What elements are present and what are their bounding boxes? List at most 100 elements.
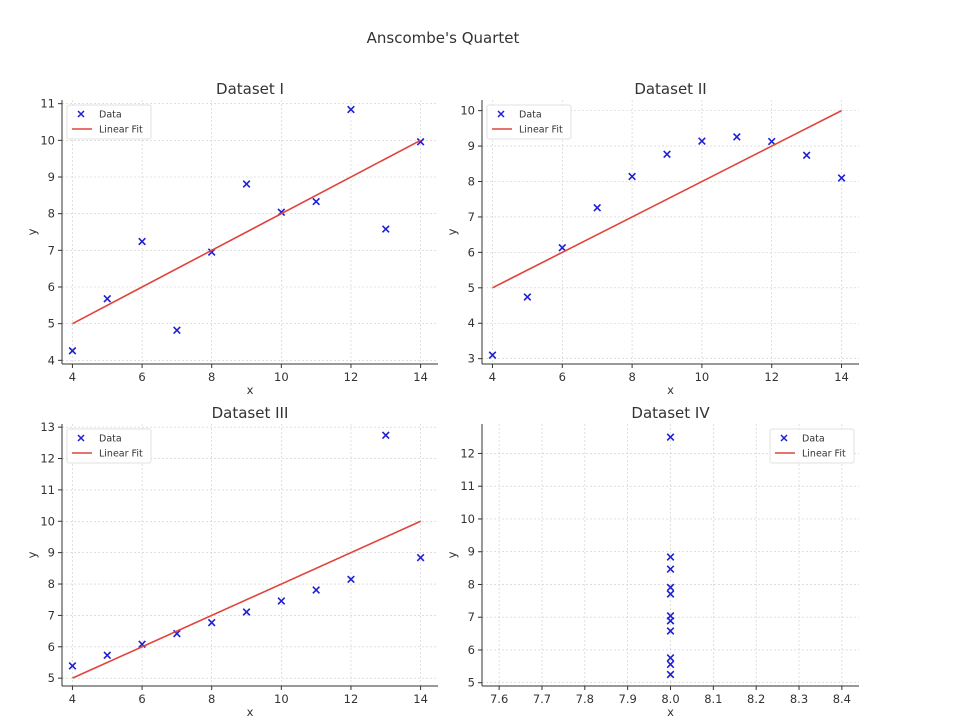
x-tick-label: 12	[344, 692, 359, 706]
x-tick-label: 8.3	[790, 692, 808, 706]
chart-title: Dataset IV	[631, 404, 710, 422]
legend: Data Linear Fit	[769, 428, 855, 464]
chart-title: Dataset III	[212, 404, 289, 422]
x-axis-label: x	[667, 705, 674, 719]
x-tick-label: 7.6	[490, 692, 508, 706]
chart-title: Dataset I	[216, 80, 284, 98]
x-tick-label: 12	[344, 370, 359, 384]
y-tick-label: 10	[40, 514, 55, 528]
y-tick-label: 8	[468, 175, 475, 189]
legend-label: Data	[99, 434, 122, 445]
legend-marker-data	[497, 110, 505, 118]
linear-fit-line	[72, 520, 421, 679]
y-tick-label: 9	[468, 545, 475, 559]
data-point	[312, 586, 321, 594]
x-tick-label: 7.8	[576, 692, 594, 706]
y-tick-label: 8	[48, 577, 55, 591]
data-point	[666, 616, 675, 625]
x-tick-label: 6	[138, 370, 145, 384]
legend-label: Data	[519, 110, 542, 121]
x-tick-label: 4	[489, 370, 496, 384]
y-tick-label: 11	[460, 479, 475, 493]
x-tick-label: 14	[834, 370, 849, 384]
data-point	[666, 565, 675, 573]
data-point	[666, 583, 675, 592]
chart-panel-3: 4 6 8 10 12 14 5 6 7 8 9 10 11 12 13 Dataset III x y Data L…	[25, 404, 438, 719]
data-point	[666, 627, 675, 635]
y-tick-label: 10	[460, 512, 475, 526]
data-point	[347, 105, 355, 114]
x-tick-label: 8.0	[661, 692, 679, 706]
x-tick-label: 10	[695, 370, 710, 384]
data-point	[666, 653, 675, 662]
legend-label: Data	[802, 434, 825, 445]
y-tick-label: 12	[460, 446, 475, 460]
x-tick-label: 6	[559, 370, 566, 384]
x-tick-label: 10	[274, 692, 289, 706]
legend-box	[66, 428, 152, 464]
y-tick-label: 7	[468, 610, 475, 624]
legend-marker-data	[77, 110, 85, 118]
y-tick-label: 9	[48, 170, 55, 184]
y-tick-label: 5	[48, 671, 55, 685]
data-point	[68, 662, 77, 670]
chart-panel-4: 7.6 7.7 7.8 7.9 8.0 8.1 8.2 8.3 8.4 5 6 7 8 9 10 11 12 Da…	[445, 404, 859, 719]
legend: Data Linear Fit	[66, 104, 152, 140]
data-point	[103, 294, 112, 303]
y-tick-label: 10	[40, 133, 55, 147]
x-tick-label: 6	[138, 692, 145, 706]
legend-box	[66, 104, 152, 140]
data-point	[593, 203, 602, 212]
data-point	[488, 351, 497, 360]
y-axis-label: y	[25, 551, 39, 558]
x-tick-label: 7.7	[533, 692, 551, 706]
x-tick-label: 8	[208, 692, 215, 706]
data-point	[802, 151, 811, 160]
x-tick-label: 8.4	[833, 692, 851, 706]
data-point	[416, 137, 425, 146]
x-tick-label: 8.1	[704, 692, 722, 706]
legend-marker-data	[77, 434, 85, 442]
data-point	[666, 660, 675, 669]
x-tick-label: 8	[208, 370, 215, 384]
data-point	[666, 553, 675, 561]
y-tick-label: 12	[40, 452, 55, 466]
x-tick-label: 10	[274, 370, 289, 384]
chart-title: Dataset II	[634, 80, 706, 98]
data-point	[242, 180, 251, 188]
y-tick-label: 5	[468, 281, 475, 295]
legend: Data Linear Fit	[486, 104, 572, 140]
data-point	[666, 670, 675, 679]
y-tick-label: 8	[468, 577, 475, 591]
y-tick-label: 3	[468, 352, 475, 366]
y-tick-label: 9	[48, 546, 55, 560]
data-point	[732, 132, 741, 141]
x-axis-label: x	[247, 383, 254, 397]
data-point	[277, 597, 286, 605]
data-point	[347, 575, 355, 584]
y-tick-label: 7	[468, 210, 475, 224]
y-tick-label: 5	[468, 676, 475, 690]
y-tick-label: 11	[40, 97, 55, 111]
data-point	[242, 608, 251, 616]
data-point	[628, 172, 636, 181]
x-tick-label: 12	[764, 370, 779, 384]
x-tick-label: 14	[413, 692, 428, 706]
data-point	[837, 174, 846, 182]
x-tick-label: 4	[69, 692, 76, 706]
data-point	[666, 433, 675, 441]
data-point	[523, 293, 532, 301]
y-tick-label: 7	[48, 243, 55, 257]
y-tick-label: 11	[40, 483, 55, 497]
data-point	[666, 590, 675, 598]
linear-fit-line	[492, 109, 842, 289]
legend-label: Data	[99, 110, 122, 121]
data-point	[381, 431, 390, 440]
legend: Data Linear Fit	[66, 428, 152, 464]
data-point	[767, 137, 776, 146]
x-tick-label: 7.9	[619, 692, 637, 706]
data-point	[173, 326, 181, 335]
x-tick-label: 8	[628, 370, 635, 384]
